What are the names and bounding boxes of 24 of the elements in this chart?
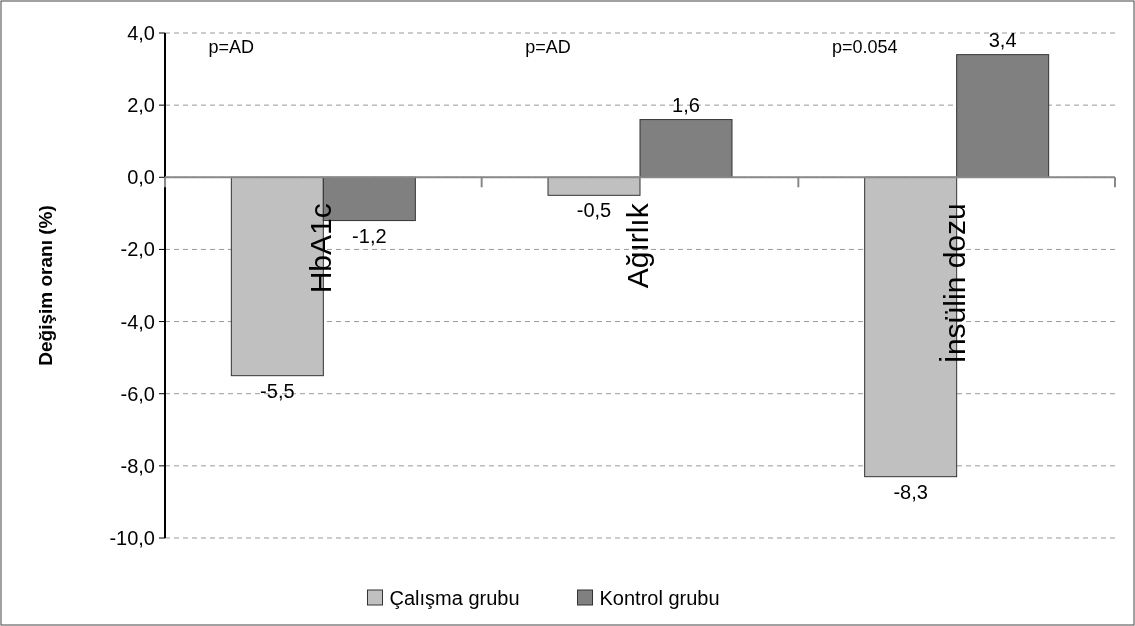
annotation: p=AD [525,37,571,57]
data-label: -1,2 [352,224,387,247]
data-label: 1,6 [672,93,700,116]
x-tick-label: Ağırlık [621,202,654,289]
data-label: 3,4 [988,28,1017,51]
data-label: -0,5 [576,199,612,222]
data-label: -8,3 [893,480,928,503]
y-tick-label: -6,0 [120,382,155,405]
x-tick-label: HbA1c [304,203,338,294]
annotation: p=0.054 [831,37,898,57]
x-tick-label: İnsülin dozu [937,203,971,364]
legend-label: Çalışma grubu [389,587,520,609]
y-tick-label: -2,0 [120,238,155,261]
data-label: -5,5 [260,379,295,402]
y-axis-title: Değişim oranı (%) [35,205,56,366]
y-tick-label: 0,0 [127,166,155,189]
y-tick-label: -4,0 [120,310,155,333]
y-tick-label: -8,0 [120,454,155,477]
y-tick-label: 2,0 [127,94,155,117]
bar [547,176,641,196]
y-tick-label: -10,0 [109,527,155,549]
y-tick-label: 4,0 [127,22,155,44]
legend-label: Kontrol grubu [599,587,720,609]
annotation: p=AD [208,37,255,57]
